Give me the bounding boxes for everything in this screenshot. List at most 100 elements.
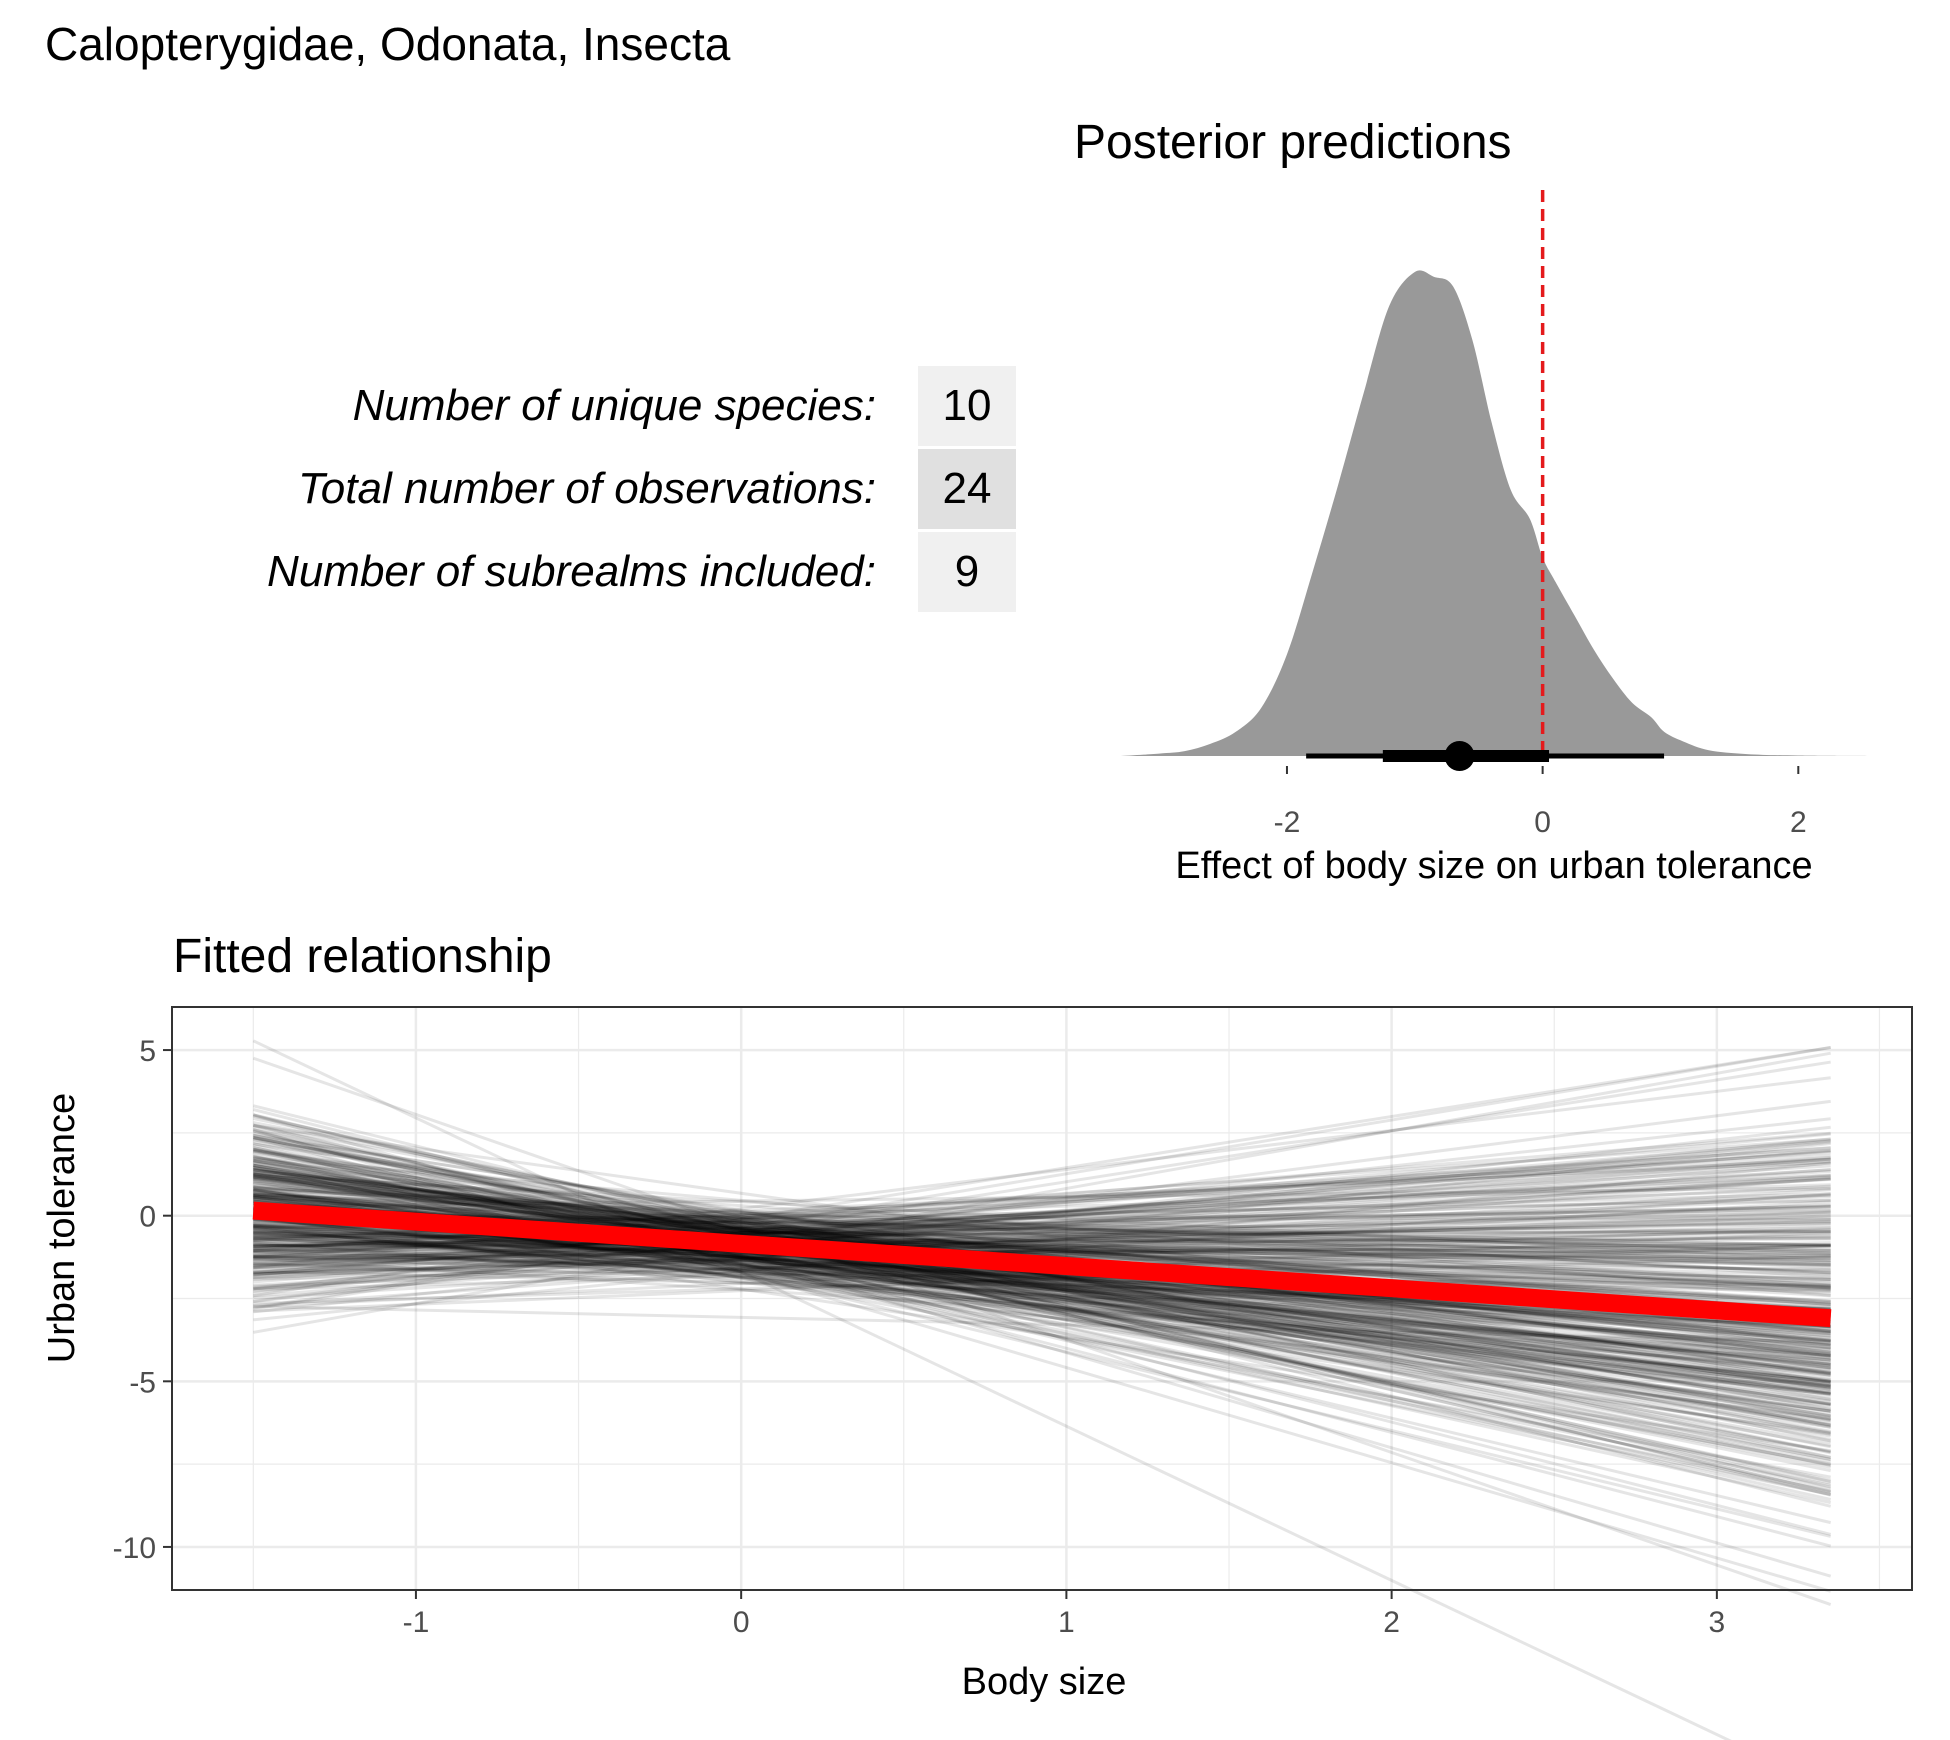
posterior-draw-line	[253, 1211, 1831, 1253]
posterior-draw-line	[253, 1188, 1831, 1267]
posterior-draw-line	[253, 1210, 1831, 1253]
posterior-draw-line	[253, 1131, 1831, 1260]
posterior-draw-line	[253, 1181, 1831, 1314]
posterior-draw-line	[253, 1148, 1831, 1260]
fitted-x-tick-label: -1	[403, 1606, 430, 1639]
posterior-draw-line	[253, 1156, 1831, 1297]
posterior-x-tick-label: 2	[1790, 806, 1807, 839]
posterior-draw-line	[253, 1137, 1831, 1293]
fitted-x-tick-label: 3	[1709, 1606, 1726, 1639]
posterior-draw-line	[253, 1236, 1831, 1330]
posterior-draw-line	[253, 1142, 1831, 1462]
posterior-draw-line	[253, 1243, 1831, 1261]
posterior-draw-line	[253, 1234, 1831, 1263]
posterior-draw-line	[253, 1166, 1831, 1402]
stat-cell-species	[918, 366, 1016, 446]
stat-value-species: 10	[943, 381, 992, 430]
fitted-x-axis-title: Body size	[962, 1661, 1127, 1703]
posterior-draw-line	[252, 1108, 1832, 1508]
posterior-draw-line	[253, 1149, 1831, 1433]
posterior-draw-line	[252, 1113, 1832, 1491]
posterior-draw-line	[253, 1159, 1831, 1428]
posterior-draw-line	[253, 1220, 1831, 1247]
posterior-draw-line	[253, 1148, 1831, 1418]
posterior-draw-line	[253, 1163, 1831, 1461]
posterior-draw-line	[252, 1104, 1832, 1497]
posterior-draw-line	[253, 1244, 1831, 1258]
posterior-draw-line	[253, 1228, 1831, 1276]
posterior-draw-line	[252, 1147, 1832, 1497]
page-title: Calopterygidae, Odonata, Insecta	[45, 18, 731, 70]
posterior-draw-lines	[252, 1039, 1832, 1740]
posterior-draw-line	[252, 1136, 1832, 1548]
posterior-draw-line	[253, 1175, 1831, 1312]
posterior-draw-line	[253, 1163, 1831, 1406]
posterior-draw-line	[253, 1181, 1831, 1396]
fitted-plot-area: -1 0 1 2 350-5-10	[113, 1006, 1913, 1740]
posterior-draw-line	[253, 1169, 1831, 1265]
posterior-draw-line	[253, 1239, 1831, 1255]
posterior-draw-line	[253, 1207, 1831, 1275]
posterior-draw-line	[252, 1126, 1832, 1484]
posterior-draw-line	[253, 1195, 1831, 1306]
posterior-density	[1120, 270, 1875, 756]
posterior-draw-line	[253, 1045, 1831, 1298]
posterior-draw-line	[253, 1223, 1831, 1276]
posterior-draw-line	[253, 1161, 1831, 1427]
posterior-draw-line	[252, 1154, 1832, 1538]
posterior-draw-line	[253, 1194, 1831, 1309]
posterior-draw-line	[253, 1165, 1831, 1467]
posterior-draw-line	[253, 1157, 1831, 1279]
posterior-draw-line	[253, 1222, 1831, 1334]
mean-fit-line	[252, 1201, 1832, 1328]
posterior-draw-line	[253, 1045, 1831, 1310]
posterior-draw-line	[253, 1174, 1831, 1254]
posterior-draw-line	[253, 1209, 1831, 1253]
posterior-draw-line	[253, 1256, 1831, 1362]
posterior-chart: Posterior predictions -2 0 2 Effect of bod…	[1074, 116, 1875, 887]
posterior-draw-line	[253, 1135, 1831, 1455]
posterior-draw-line	[253, 1210, 1831, 1384]
posterior-draw-line	[253, 1304, 1831, 1344]
stat-label-observations: Total number of observations:	[298, 464, 876, 513]
posterior-draw-line	[253, 1177, 1831, 1370]
fitted-chart: Fitted relationship -1 0 1 2 350-5-10 Body s…	[41, 930, 1913, 1740]
posterior-draw-line	[253, 1184, 1831, 1270]
posterior-draw-line	[253, 1228, 1831, 1362]
posterior-draw-line	[253, 1216, 1831, 1395]
posterior-draw-line	[253, 1177, 1831, 1298]
posterior-draw-line	[253, 1202, 1831, 1279]
posterior-draw-line	[253, 1138, 1831, 1274]
posterior-draw-line	[253, 1236, 1831, 1245]
posterior-draw-line	[253, 1206, 1831, 1394]
posterior-draw-line	[252, 1129, 1832, 1485]
fitted-y-tick-label: 5	[139, 1035, 156, 1068]
posterior-draw-line	[253, 1212, 1831, 1363]
posterior-draw-line	[253, 1164, 1831, 1263]
posterior-draw-line	[253, 1186, 1831, 1276]
posterior-draw-line	[253, 1188, 1831, 1291]
posterior-draw-line	[253, 1175, 1831, 1257]
posterior-draw-line	[253, 1175, 1831, 1385]
posterior-draw-line	[253, 1257, 1831, 1293]
posterior-draw-line	[253, 1200, 1831, 1300]
posterior-draw-line	[253, 1230, 1831, 1329]
posterior-draw-line	[252, 1056, 1832, 1606]
posterior-title: Posterior predictions	[1074, 116, 1512, 169]
posterior-draw-line	[253, 1151, 1831, 1421]
posterior-draw-line	[253, 1155, 1831, 1416]
posterior-draw-line	[253, 1197, 1831, 1290]
posterior-draw-line	[253, 1177, 1831, 1267]
posterior-draw-line	[253, 1155, 1831, 1270]
posterior-draw-line	[253, 1168, 1831, 1266]
posterior-draw-line	[253, 1240, 1831, 1372]
posterior-draw-line	[253, 1223, 1831, 1331]
stat-cell-observations	[918, 449, 1016, 529]
posterior-draw-line	[253, 1177, 1831, 1419]
posterior-draw-line	[253, 1205, 1831, 1268]
posterior-draw-line	[253, 1226, 1831, 1388]
posterior-draw-line	[253, 1178, 1831, 1369]
posterior-draw-line	[253, 1232, 1831, 1267]
posterior-draw-line	[253, 1192, 1831, 1270]
